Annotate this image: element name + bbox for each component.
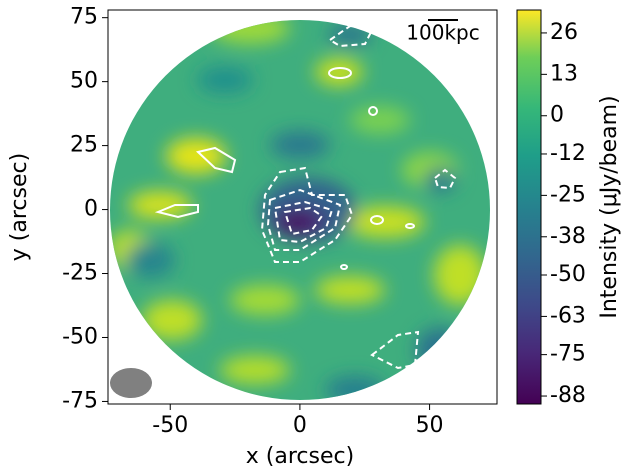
colorbar-tick-label: 26 — [550, 20, 578, 45]
colorbar-tick-label: 0 — [550, 103, 564, 128]
x-tick-label: 50 — [416, 413, 444, 438]
colorbar-label: Intensity (μJy/beam) — [597, 95, 622, 318]
contours — [154, 24, 457, 370]
colorbar-tick-label: 13 — [550, 61, 578, 86]
x-tick-label: 0 — [293, 413, 307, 438]
y-tick-label: 75 — [70, 5, 98, 30]
x-axis-label: x (arcsec) — [246, 444, 354, 469]
colorbar-tick-label: -12 — [550, 141, 586, 166]
y-tick-label: 50 — [70, 69, 98, 94]
colorbar — [516, 9, 542, 405]
scale-label: 100kpc — [406, 21, 479, 45]
colorbar-tick-label: -75 — [550, 342, 586, 367]
colorbar-tick-label: -25 — [550, 182, 586, 207]
colorbar-tick-label: -38 — [550, 224, 586, 249]
y-axis-label: y (arcsec) — [7, 153, 32, 261]
y-tick-label: -75 — [62, 388, 98, 413]
y-tick-label: -25 — [62, 261, 98, 286]
x-tick-label: -50 — [152, 413, 188, 438]
y-tick-label: 25 — [70, 133, 98, 158]
colorbar-tick-label: -50 — [550, 262, 586, 287]
colorbar-tick-label: -63 — [550, 303, 586, 328]
y-tick-label: -50 — [62, 324, 98, 349]
axes-frame — [107, 9, 498, 405]
colorbar-tick-label: -88 — [550, 383, 586, 408]
beam — [110, 368, 152, 398]
y-tick-label: 0 — [84, 197, 98, 222]
